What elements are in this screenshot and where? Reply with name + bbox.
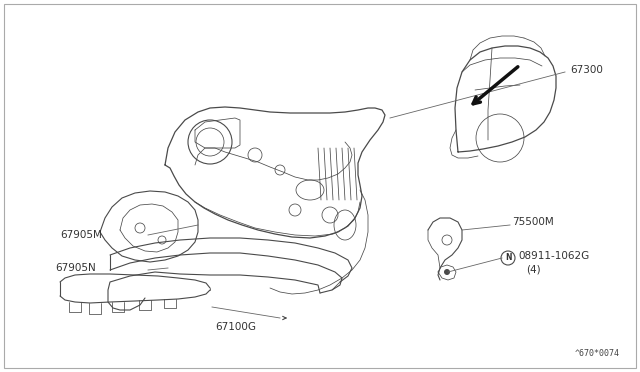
Text: N: N <box>505 253 511 263</box>
Text: 67100G: 67100G <box>215 322 256 332</box>
Text: 08911-1062G: 08911-1062G <box>518 251 589 261</box>
Text: 67905N: 67905N <box>55 263 96 273</box>
Text: 75500M: 75500M <box>512 217 554 227</box>
Text: (4): (4) <box>526 265 541 275</box>
Text: ^670*0074: ^670*0074 <box>575 349 620 358</box>
Text: 67905M: 67905M <box>60 230 102 240</box>
Text: 67300: 67300 <box>570 65 603 75</box>
Circle shape <box>444 269 450 275</box>
